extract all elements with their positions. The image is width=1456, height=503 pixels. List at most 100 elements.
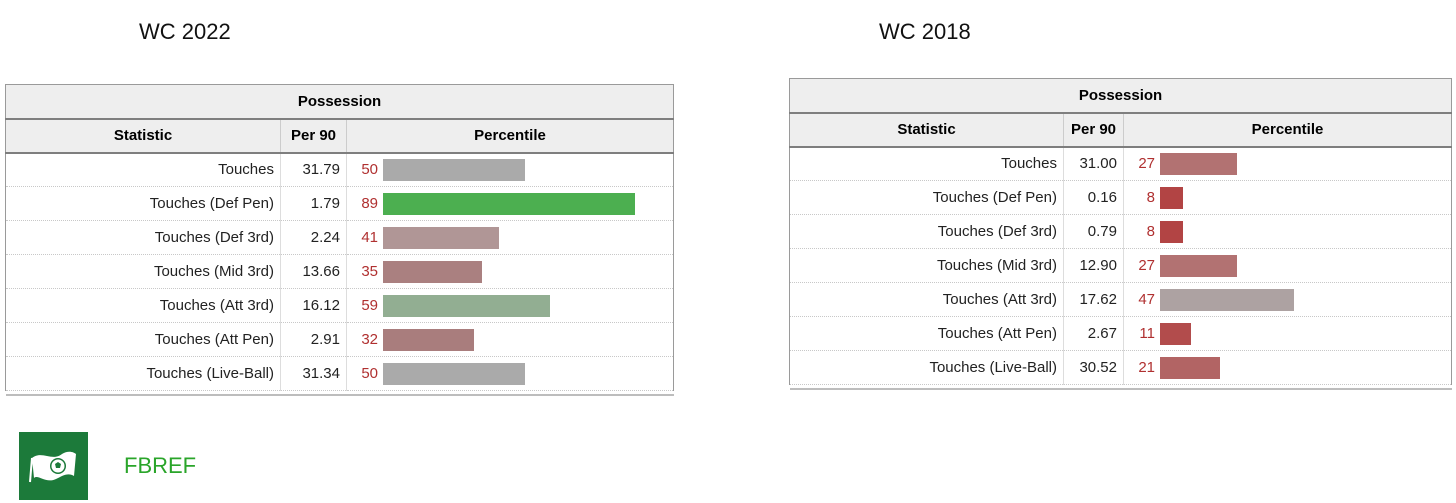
percentile-bar: [383, 192, 635, 215]
column-header-statistic[interactable]: Statistic: [5, 118, 281, 154]
per90-cell: 0.79: [1063, 214, 1124, 249]
table-bottom-border: [5, 390, 674, 396]
possession-table-2022: Possession Statistic Per 90 Percentile T…: [5, 84, 674, 396]
per90-cell: 16.12: [280, 288, 347, 323]
percentile-bar: [1160, 356, 1220, 379]
fbref-brand-text[interactable]: FBREF: [124, 453, 197, 478]
bottom-cell: [5, 390, 281, 396]
stat-name-cell: Touches (Def Pen): [789, 180, 1064, 215]
table-row: Touches 31.79 50: [5, 152, 674, 187]
percentile-bar: [1160, 288, 1294, 311]
table-bottom-border: [789, 384, 1452, 390]
stat-name-cell: Touches (Mid 3rd): [5, 254, 281, 289]
percentile-cell: 32: [346, 322, 674, 357]
stat-name-cell: Touches (Def 3rd): [5, 220, 281, 255]
column-header-percentile[interactable]: Percentile: [1123, 112, 1452, 148]
per90-cell: 31.79: [280, 152, 347, 187]
table-row: Touches (Def 3rd) 2.24 41: [5, 220, 674, 255]
per90-cell: 2.67: [1063, 316, 1124, 351]
percentile-value: 41: [361, 229, 378, 246]
percentile-cell: 35: [346, 254, 674, 289]
percentile-cell: 50: [346, 152, 674, 187]
table-row: Touches 31.00 27: [789, 146, 1452, 181]
percentile-value: 50: [361, 365, 378, 382]
stat-name-cell: Touches (Live-Ball): [5, 356, 281, 391]
percentile-bar: [383, 328, 474, 351]
percentile-cell: 8: [1123, 214, 1452, 249]
percentile-value: 11: [1139, 325, 1155, 342]
percentile-value: 8: [1146, 223, 1155, 240]
per90-cell: 13.66: [280, 254, 347, 289]
column-header-per90[interactable]: Per 90: [1063, 112, 1124, 148]
per90-cell: 2.91: [280, 322, 347, 357]
per90-cell: 30.52: [1063, 350, 1124, 385]
column-header-per90[interactable]: Per 90: [280, 118, 347, 154]
table-row: Touches (Mid 3rd) 13.66 35: [5, 254, 674, 289]
percentile-bar: [383, 362, 525, 385]
bottom-cell: [1063, 384, 1124, 390]
stat-name-cell: Touches (Att 3rd): [789, 282, 1064, 317]
per90-cell: 31.34: [280, 356, 347, 391]
table-row: Touches (Att Pen) 2.67 11: [789, 316, 1452, 351]
per90-cell: 17.62: [1063, 282, 1124, 317]
percentile-cell: 21: [1123, 350, 1452, 385]
per90-cell: 1.79: [280, 186, 347, 221]
table-row: Touches (Def 3rd) 0.79 8: [789, 214, 1452, 249]
column-header-statistic[interactable]: Statistic: [789, 112, 1064, 148]
percentile-value: 8: [1146, 189, 1155, 206]
percentile-bar: [383, 158, 525, 181]
percentile-value: 32: [361, 331, 378, 348]
percentile-bar: [1160, 220, 1183, 243]
bottom-cell: [1123, 384, 1452, 390]
percentile-value: 89: [361, 195, 378, 212]
table-row: Touches (Live-Ball) 30.52 21: [789, 350, 1452, 385]
bottom-cell: [280, 390, 347, 396]
soccer-flag-icon: [28, 451, 76, 483]
stat-name-cell: Touches (Att 3rd): [5, 288, 281, 323]
stat-name-cell: Touches: [789, 146, 1064, 181]
percentile-bar: [1160, 186, 1183, 209]
percentile-cell: 8: [1123, 180, 1452, 215]
percentile-value: 47: [1138, 291, 1155, 308]
table-caption: Possession: [5, 84, 674, 120]
percentile-cell: 11: [1123, 316, 1452, 351]
fbref-logo[interactable]: [19, 432, 88, 500]
percentile-value: 27: [1138, 257, 1155, 274]
percentile-bar: [1160, 322, 1191, 345]
stat-name-cell: Touches (Att Pen): [789, 316, 1064, 351]
percentile-cell: 59: [346, 288, 674, 323]
percentile-value: 27: [1138, 155, 1155, 173]
percentile-value: 50: [361, 161, 378, 179]
stat-name-cell: Touches: [5, 152, 281, 187]
table-row: Touches (Def Pen) 1.79 89: [5, 186, 674, 221]
wc2018-title: WC 2018: [879, 19, 971, 44]
table-row: Touches (Mid 3rd) 12.90 27: [789, 248, 1452, 283]
possession-table-2018: Possession Statistic Per 90 Percentile T…: [789, 78, 1452, 390]
percentile-bar: [1160, 152, 1237, 175]
percentile-bar: [383, 260, 482, 283]
percentile-value: 35: [361, 263, 378, 280]
table-row: Touches (Def Pen) 0.16 8: [789, 180, 1452, 215]
column-header-percentile[interactable]: Percentile: [346, 118, 674, 154]
percentile-bar: [383, 226, 499, 249]
percentile-bar: [383, 294, 550, 317]
percentile-bar: [1160, 254, 1237, 277]
table-row: Touches (Att 3rd) 17.62 47: [789, 282, 1452, 317]
stat-name-cell: Touches (Def Pen): [5, 186, 281, 221]
per90-cell: 0.16: [1063, 180, 1124, 215]
percentile-cell: 27: [1123, 248, 1452, 283]
percentile-value: 21: [1138, 359, 1155, 376]
bottom-cell: [346, 390, 674, 396]
table-row: Touches (Att 3rd) 16.12 59: [5, 288, 674, 323]
stat-name-cell: Touches (Att Pen): [5, 322, 281, 357]
percentile-cell: 41: [346, 220, 674, 255]
stat-name-cell: Touches (Def 3rd): [789, 214, 1064, 249]
stat-name-cell: Touches (Mid 3rd): [789, 248, 1064, 283]
percentile-cell: 50: [346, 356, 674, 391]
percentile-cell: 27: [1123, 146, 1452, 181]
percentile-cell: 89: [346, 186, 674, 221]
stat-name-cell: Touches (Live-Ball): [789, 350, 1064, 385]
bottom-cell: [789, 384, 1064, 390]
table-caption: Possession: [789, 78, 1452, 114]
table-row: Touches (Live-Ball) 31.34 50: [5, 356, 674, 391]
